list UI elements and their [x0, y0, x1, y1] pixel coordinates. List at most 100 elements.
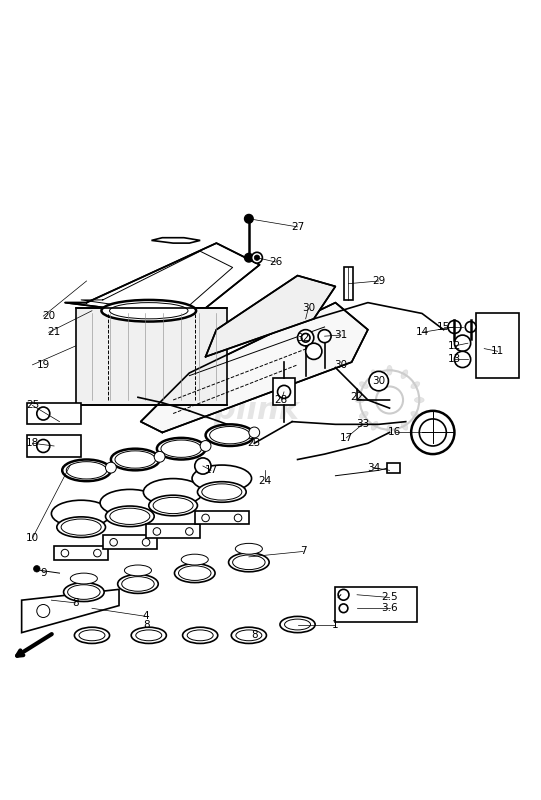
Text: 30: 30: [334, 360, 347, 370]
Circle shape: [245, 214, 253, 223]
Ellipse shape: [61, 519, 101, 535]
Ellipse shape: [232, 627, 266, 643]
Ellipse shape: [148, 481, 199, 503]
Circle shape: [61, 550, 69, 557]
Polygon shape: [206, 275, 335, 357]
Text: 15: 15: [437, 322, 450, 332]
Circle shape: [465, 322, 476, 332]
Text: 1: 1: [332, 619, 339, 630]
Ellipse shape: [131, 627, 167, 643]
Circle shape: [37, 605, 50, 618]
Text: 29: 29: [372, 276, 385, 286]
Ellipse shape: [51, 500, 111, 527]
Text: 3.6: 3.6: [381, 603, 398, 614]
Ellipse shape: [174, 564, 215, 582]
Circle shape: [245, 254, 253, 262]
Circle shape: [318, 330, 331, 342]
Text: 26: 26: [269, 257, 282, 267]
Ellipse shape: [153, 498, 193, 514]
Ellipse shape: [102, 300, 196, 322]
Ellipse shape: [205, 471, 239, 486]
Polygon shape: [65, 243, 260, 308]
Circle shape: [306, 343, 322, 359]
Text: 30: 30: [302, 303, 315, 313]
Ellipse shape: [228, 553, 269, 572]
Text: 13: 13: [448, 354, 461, 365]
Text: 20: 20: [42, 311, 55, 321]
Bar: [246, 257, 253, 261]
Ellipse shape: [355, 398, 365, 402]
Circle shape: [339, 604, 348, 613]
Ellipse shape: [68, 585, 100, 599]
Ellipse shape: [75, 627, 109, 643]
Ellipse shape: [192, 465, 252, 492]
Circle shape: [234, 514, 242, 522]
Ellipse shape: [122, 577, 154, 591]
Text: 4: 4: [143, 611, 149, 622]
Text: 33: 33: [356, 419, 369, 430]
Circle shape: [186, 528, 193, 535]
Ellipse shape: [187, 630, 213, 641]
Circle shape: [34, 566, 40, 572]
Circle shape: [278, 386, 291, 398]
Circle shape: [298, 330, 314, 346]
Ellipse shape: [179, 566, 211, 581]
Text: 8: 8: [143, 619, 149, 630]
Circle shape: [94, 550, 101, 557]
Circle shape: [154, 451, 165, 462]
Circle shape: [301, 334, 310, 342]
Ellipse shape: [62, 459, 111, 481]
Polygon shape: [151, 238, 200, 243]
Text: 30: 30: [372, 376, 385, 386]
Ellipse shape: [64, 506, 98, 521]
Bar: [476, 314, 519, 378]
Bar: [387, 463, 400, 473]
Ellipse shape: [136, 630, 162, 641]
Text: 12: 12: [448, 341, 461, 351]
Ellipse shape: [387, 366, 392, 375]
Ellipse shape: [56, 502, 107, 525]
Text: 17: 17: [340, 433, 353, 443]
Ellipse shape: [401, 370, 408, 378]
Circle shape: [110, 538, 117, 546]
Text: 18: 18: [26, 438, 39, 448]
Ellipse shape: [371, 370, 378, 378]
Circle shape: [454, 335, 471, 351]
Circle shape: [37, 407, 50, 420]
Text: 28: 28: [275, 395, 288, 405]
Text: 8: 8: [251, 630, 258, 640]
Ellipse shape: [100, 490, 160, 516]
Ellipse shape: [181, 554, 208, 565]
Circle shape: [200, 441, 211, 451]
Text: 23: 23: [248, 438, 261, 448]
Text: 31: 31: [334, 330, 347, 340]
Bar: [195, 511, 249, 525]
Circle shape: [105, 462, 116, 473]
Ellipse shape: [57, 517, 105, 538]
Bar: [54, 546, 108, 559]
Circle shape: [252, 252, 262, 263]
Ellipse shape: [70, 573, 97, 584]
Ellipse shape: [64, 582, 104, 602]
Text: 22: 22: [351, 392, 364, 402]
Polygon shape: [22, 590, 119, 633]
Bar: [103, 535, 157, 549]
Ellipse shape: [149, 495, 197, 516]
Ellipse shape: [104, 491, 155, 514]
Ellipse shape: [161, 440, 201, 458]
Ellipse shape: [285, 619, 311, 630]
Bar: [335, 586, 417, 622]
Ellipse shape: [235, 543, 262, 554]
Text: 11: 11: [491, 346, 504, 356]
Ellipse shape: [371, 422, 378, 430]
Circle shape: [448, 321, 461, 334]
Ellipse shape: [411, 382, 420, 389]
Circle shape: [195, 458, 211, 474]
Circle shape: [153, 528, 161, 535]
Ellipse shape: [156, 485, 190, 499]
Text: 14: 14: [415, 327, 428, 338]
Text: 17: 17: [204, 466, 217, 475]
Text: 8: 8: [72, 598, 79, 608]
Text: 27: 27: [291, 222, 304, 232]
Circle shape: [202, 514, 209, 522]
